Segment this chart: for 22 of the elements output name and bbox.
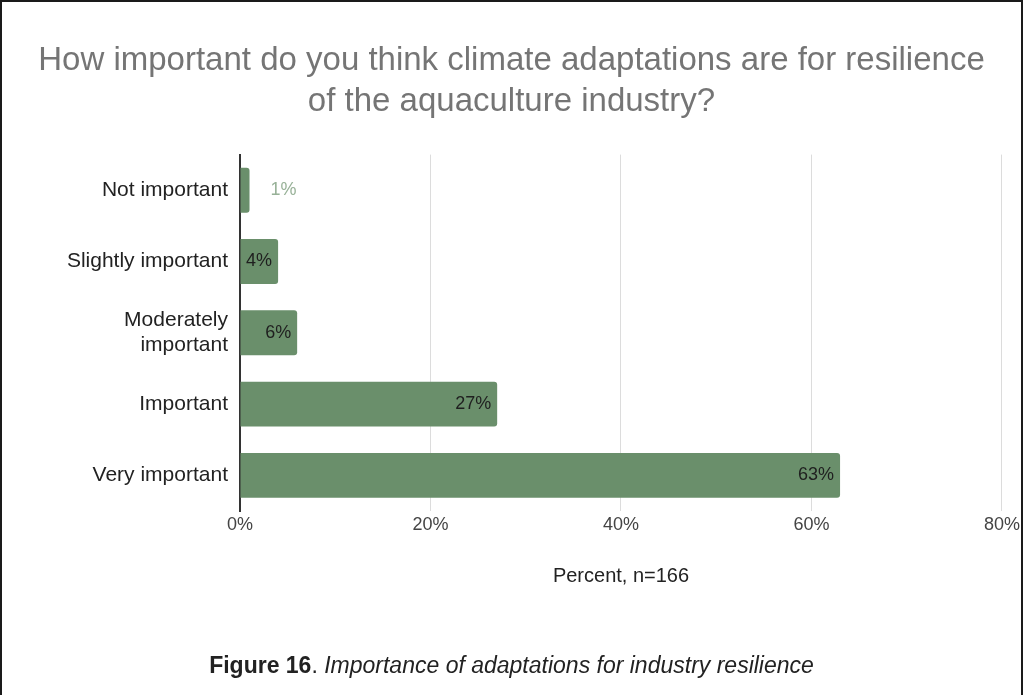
x-tick-label: 0% <box>226 513 254 534</box>
data-label: 1% <box>270 179 297 200</box>
y-tick-label: Important <box>139 390 229 414</box>
bar <box>240 381 498 427</box>
x-tick-label: 20% <box>412 513 449 534</box>
x-tick-label: 40% <box>602 513 640 534</box>
x-tick-label: 80% <box>983 513 1020 534</box>
y-tick-label: Slightly important <box>66 248 229 272</box>
bar <box>240 310 298 356</box>
data-label: 27% <box>455 393 492 414</box>
x-tick-label: 60% <box>793 513 830 534</box>
y-tick-label: Not important <box>101 177 229 201</box>
chart-title: How important do you think climate adaptations are for resilience of the aquaculture industry? <box>37 39 986 120</box>
bar <box>240 167 250 213</box>
caption: Figure 16. Importance of adaptations for industry resilience <box>209 652 814 678</box>
y-tick-label: Moderately important <box>124 307 229 356</box>
data-label: 6% <box>265 321 292 342</box>
y-tick-label: Very important <box>92 462 229 486</box>
x-axis-title: Percent, n=166 <box>552 563 690 586</box>
data-label: 4% <box>246 250 273 271</box>
data-label: 63% <box>798 464 835 485</box>
bar <box>240 452 841 498</box>
